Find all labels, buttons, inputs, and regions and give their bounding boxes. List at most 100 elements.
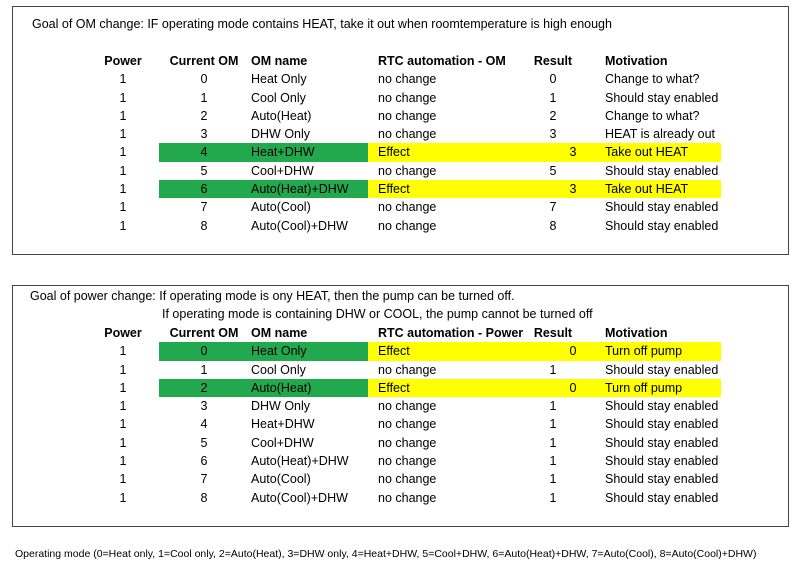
current-om-cell: 1	[200, 362, 208, 377]
power-cell: 1	[119, 163, 127, 178]
table-row: 1 5 Cool+DHW no change 5 Should stay enabled	[13, 162, 788, 180]
power-cell: 1	[119, 490, 127, 505]
current-om-cell: 8	[200, 218, 208, 233]
current-om-cell: 3	[200, 127, 208, 142]
table-row: 1 3 DHW Only no change 1 Should stay enabled	[13, 397, 788, 415]
current-om-cell: 5	[200, 435, 208, 450]
power-cell: 1	[119, 380, 127, 395]
rtc-automation-cell: no change	[378, 200, 437, 215]
om-change-goal: Goal of OM change: IF operating mode con…	[32, 17, 612, 31]
operating-mode-footnote: Operating mode (0=Heat only, 1=Cool only…	[15, 548, 757, 560]
table-row: 1 0 Heat Only Effect 0 Turn off pump	[13, 342, 788, 361]
motivation-cell: Should stay enabled	[605, 490, 719, 505]
current-om-cell: 0	[159, 342, 249, 361]
result-cell: 1	[549, 362, 557, 377]
result-cell: 0	[543, 342, 603, 361]
table-row: 1 8 Auto(Cool)+DHW no change 8 Should stay en…	[13, 217, 788, 235]
result-cell: 2	[549, 108, 557, 123]
power-change-rows: Power Current OM OM name RTC automation - P…	[13, 324, 788, 507]
rtc-automation-cell: Effect	[368, 378, 543, 398]
column-header: Motivation	[605, 326, 668, 340]
column-header: Current OM	[169, 326, 239, 340]
om-change-rows: Power Current OM OM name RTC automation - O…	[13, 52, 788, 235]
result-cell: 1	[549, 90, 557, 105]
motivation-cell: Should stay enabled	[605, 362, 719, 377]
om-name-cell: Cool Only	[251, 362, 306, 377]
rtc-automation-cell: Effect	[368, 180, 543, 199]
motivation-cell: Take out HEAT	[603, 180, 721, 199]
rtc-automation-cell: no change	[378, 108, 437, 123]
motivation-cell: Should stay enabled	[605, 472, 719, 487]
motivation-cell: HEAT is already out	[605, 127, 716, 142]
rtc-automation-cell: no change	[378, 417, 437, 432]
power-cell: 1	[119, 145, 127, 160]
result-cell: 0	[549, 72, 557, 87]
motivation-cell: Turn off pump	[603, 378, 721, 398]
column-header: OM name	[251, 326, 308, 340]
motivation-cell: Take out HEAT	[603, 143, 721, 162]
table-row: 1 1 Cool Only no change 1 Should stay enabled	[13, 89, 788, 107]
motivation-cell: Change to what?	[605, 108, 700, 123]
motivation-cell: Change to what?	[605, 72, 700, 87]
rtc-automation-cell: no change	[378, 472, 437, 487]
header-row: Power Current OM OM name RTC automation - O…	[13, 52, 788, 70]
om-name-cell: DHW Only	[251, 127, 311, 142]
om-name-cell: Auto(Cool)+DHW	[251, 490, 348, 505]
table-row: 1 1 Cool Only no change 1 Should stay enabled	[13, 361, 788, 379]
result-cell: 1	[549, 490, 557, 505]
motivation-cell: Should stay enabled	[605, 163, 719, 178]
result-cell: 1	[549, 435, 557, 450]
power-cell: 1	[119, 108, 127, 123]
motivation-cell: Should stay enabled	[605, 435, 719, 450]
power-cell: 1	[119, 200, 127, 215]
rtc-automation-cell: no change	[378, 163, 437, 178]
om-name-cell: Auto(Heat)+DHW	[249, 180, 368, 199]
current-om-cell: 0	[200, 72, 208, 87]
current-om-cell: 8	[200, 490, 208, 505]
rtc-automation-cell: no change	[378, 218, 437, 233]
table-row: 1 2 Auto(Heat) no change 2 Change to what?	[13, 107, 788, 125]
om-change-table: Goal of OM change: IF operating mode con…	[12, 6, 789, 255]
result-cell: 3	[543, 180, 603, 199]
current-om-cell: 6	[200, 454, 208, 469]
column-header: Power	[104, 54, 142, 68]
column-header: RTC automation - Power	[378, 326, 524, 340]
result-cell: 0	[543, 378, 603, 398]
rtc-automation-cell: no change	[378, 72, 437, 87]
result-cell: 7	[549, 200, 557, 215]
rtc-automation-cell: Effect	[368, 342, 543, 361]
om-name-cell: Cool Only	[251, 90, 306, 105]
rtc-automation-cell: Effect	[368, 143, 543, 162]
header-row: Power Current OM OM name RTC automation - P…	[13, 324, 788, 342]
om-name-cell: Heat+DHW	[249, 143, 368, 162]
column-header: Current OM	[169, 54, 239, 68]
power-cell: 1	[119, 435, 127, 450]
rtc-automation-cell: no change	[378, 454, 437, 469]
motivation-cell: Should stay enabled	[605, 399, 719, 414]
table-row: 1 4 Heat+DHW no change 1 Should stay enabled	[13, 415, 788, 433]
power-cell: 1	[119, 127, 127, 142]
power-cell: 1	[119, 218, 127, 233]
motivation-cell: Turn off pump	[603, 342, 721, 361]
rtc-automation-cell: no change	[378, 362, 437, 377]
om-name-cell: Auto(Cool)	[251, 200, 311, 215]
motivation-cell: Should stay enabled	[605, 417, 719, 432]
power-change-goal-line1: Goal of power change: If operating mode …	[30, 289, 515, 303]
result-cell: 1	[549, 417, 557, 432]
power-cell: 1	[119, 72, 127, 87]
power-cell: 1	[119, 90, 127, 105]
power-change-table: Goal of power change: If operating mode …	[12, 285, 789, 527]
table-row: 1 5 Cool+DHW no change 1 Should stay enabled	[13, 434, 788, 452]
power-cell: 1	[119, 344, 127, 359]
current-om-cell: 1	[200, 90, 208, 105]
current-om-cell: 4	[200, 417, 208, 432]
power-change-goal-line2: If operating mode is containing DHW or C…	[162, 307, 593, 321]
result-cell: 1	[549, 454, 557, 469]
current-om-cell: 2	[200, 108, 208, 123]
rtc-automation-cell: no change	[378, 490, 437, 505]
current-om-cell: 7	[200, 472, 208, 487]
om-name-cell: Auto(Heat)	[251, 108, 312, 123]
result-cell: 3	[543, 143, 603, 162]
table-row: 1 6 Auto(Heat)+DHW Effect 3 Take out HEAT	[13, 180, 788, 199]
motivation-cell: Should stay enabled	[605, 454, 719, 469]
